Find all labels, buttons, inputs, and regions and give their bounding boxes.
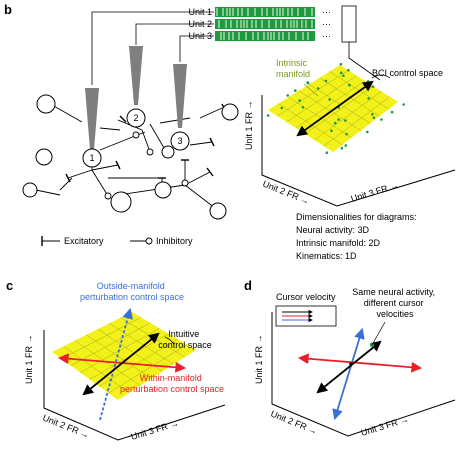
b-axis-unit3: Unit 3 FR → (350, 180, 400, 204)
d-axis-unit3: Unit 3 FR → (360, 414, 410, 438)
within-velocity-arrow (297, 353, 423, 373)
activity-dot (328, 98, 331, 101)
panel-b: b Unit 1 Unit 2 Unit 3 ··· ··· ··· (4, 2, 456, 261)
inhibitory-symbol (145, 237, 153, 245)
activity-dot (402, 103, 406, 106)
activity-dot (298, 99, 302, 102)
plot-b-axes (261, 95, 456, 207)
network-connections (35, 104, 223, 209)
activity-dot (325, 151, 329, 154)
activity-dot (344, 144, 348, 147)
recorded-neuron-3: 3 (170, 64, 190, 151)
intuitive-velocity-arrow (316, 340, 382, 394)
activity-dot (340, 146, 344, 150)
plot-c-axes (43, 330, 226, 441)
activity-dot (316, 87, 320, 90)
activity-dot (371, 85, 375, 88)
raster-row-1 (215, 7, 315, 17)
activity-dot (337, 118, 340, 121)
activity-dot (342, 74, 345, 77)
plot-d-axes (271, 312, 456, 437)
raster-time-bin (341, 5, 357, 43)
b-axis-unit1: Unit 1 FR → (244, 100, 254, 150)
activity-dot (301, 106, 305, 109)
intrinsic-manifold-label: Intrinsic manifold (276, 58, 310, 79)
cursor-velocity-label: Cursor velocity (276, 292, 336, 302)
activity-dot (339, 71, 343, 75)
c-axis-unit2: Unit 2 FR → (41, 413, 91, 441)
activity-dot (280, 106, 284, 110)
dims-title: Dimensionalities for diagrams: (296, 212, 417, 222)
activity-dot (366, 80, 370, 83)
intuitive-control-arrow (82, 332, 160, 396)
same-activity-label: Same neural activity, different cursor v… (352, 287, 437, 319)
c-axis-unit3: Unit 3 FR → (130, 418, 180, 442)
dims-kinematics: Kinematics: 1D (296, 251, 357, 261)
activity-point-origin (349, 362, 353, 366)
activity-dot (345, 132, 348, 136)
panel-d: d Cursor velocity Same neural activity, … (244, 278, 456, 438)
neuron-1-label: 1 (89, 153, 94, 163)
raster-row-2 (215, 19, 315, 29)
d-axis-unit1: Unit 1 FR → (254, 334, 264, 384)
activity-dot (294, 89, 297, 92)
bci-control-arrow (296, 80, 374, 137)
panel-b-letter: b (4, 2, 12, 17)
raster-ellipsis-2: ··· (322, 19, 331, 29)
activity-dot (347, 68, 350, 72)
activity-dot (330, 129, 333, 132)
neuron-3-label: 3 (177, 136, 182, 146)
excitatory-synapses (65, 103, 227, 183)
bci-control-space-label: BCI control space (372, 68, 443, 78)
raster-row-3 (215, 31, 315, 41)
raster-connectors (91, 11, 381, 85)
activity-dot (367, 97, 370, 100)
activity-dot (286, 94, 290, 97)
bci-pointer (371, 74, 391, 79)
activity-dot (366, 130, 369, 134)
legend-excitatory: Excitatory (64, 236, 104, 246)
recorded-neuron-2: 2 (126, 46, 146, 128)
activity-dot (380, 118, 383, 121)
recorded-neuron-1: 1 (82, 88, 102, 168)
panel-d-letter: d (244, 278, 252, 293)
activity-dot (324, 79, 328, 83)
legend-inhibitory: Inhibitory (156, 236, 193, 246)
activity-dot (344, 119, 347, 122)
c-axis-unit1: Unit 1 FR → (24, 334, 34, 384)
same-activity-pointer (371, 321, 386, 346)
raster-ellipsis-1: ··· (322, 7, 331, 17)
within-manifold-label: Within-manifold perturbation control spa… (120, 373, 224, 394)
other-neurons (22, 94, 239, 220)
neuron-2-label: 2 (133, 113, 138, 123)
activity-dot (348, 83, 351, 87)
dims-manifold: Intrinsic manifold: 2D (296, 238, 381, 248)
synapse-legend: Excitatory Inhibitory (41, 236, 193, 246)
activity-dot (371, 113, 374, 116)
raster-ellipsis-3: ··· (322, 31, 331, 41)
panel-c: c Outside-manifold perturbation control … (6, 278, 226, 442)
dims-neural: Neural activity: 3D (296, 225, 370, 235)
panel-c-letter: c (6, 278, 13, 293)
activity-dot (390, 110, 394, 114)
inhibitory-synapses (104, 131, 189, 200)
manifold-pointer (303, 83, 319, 97)
intuitive-pointer (164, 336, 175, 346)
activity-dot (306, 81, 310, 85)
outside-manifold-label: Outside-manifold perturbation control sp… (80, 281, 184, 302)
activity-dot (266, 114, 270, 117)
activity-dot (339, 62, 343, 66)
activity-dot (372, 116, 376, 120)
spike-raster: ··· ··· ··· (215, 5, 357, 43)
activity-dot (333, 121, 337, 125)
intuitive-label: Intuitive control space (158, 329, 212, 350)
